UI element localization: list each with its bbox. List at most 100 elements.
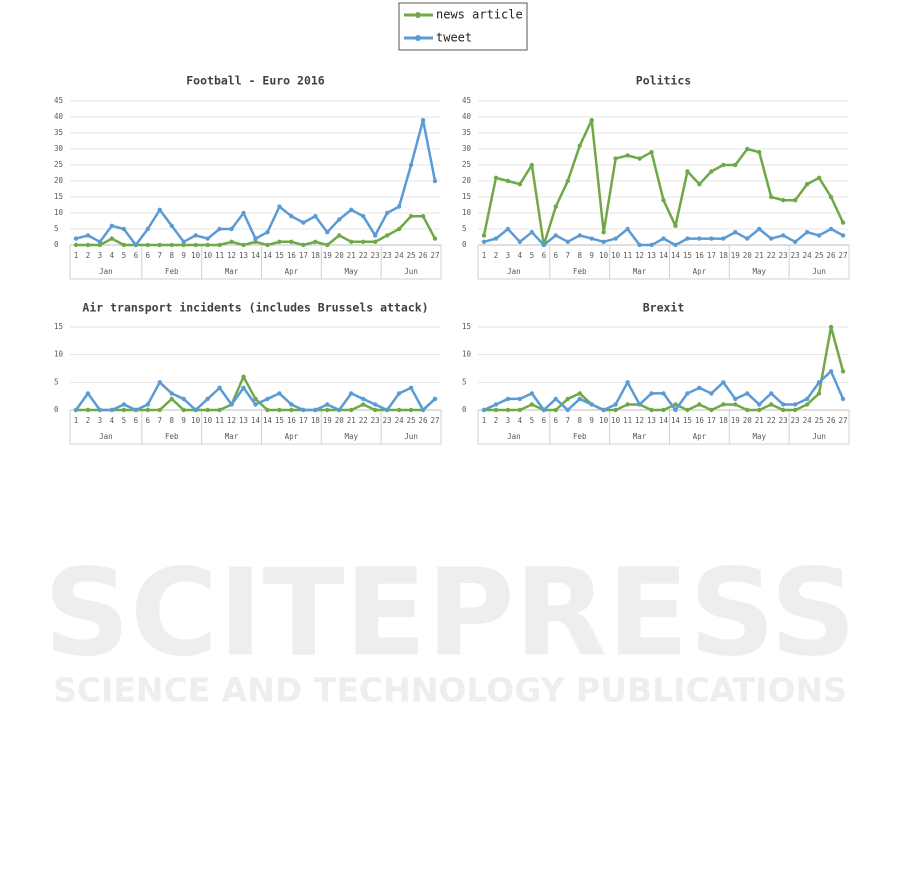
y-tick-label: 0 xyxy=(462,240,467,249)
data-point xyxy=(481,239,487,244)
x-tick-label: 9 xyxy=(181,251,186,260)
data-point xyxy=(697,402,702,407)
data-point xyxy=(277,407,282,413)
data-point xyxy=(408,162,414,168)
data-point xyxy=(517,396,523,402)
data-point xyxy=(828,194,834,200)
data-point xyxy=(253,239,258,244)
data-point xyxy=(337,407,342,413)
data-point xyxy=(372,407,378,413)
data-point xyxy=(193,407,198,413)
data-point xyxy=(649,407,654,413)
month-label: Jun xyxy=(404,432,418,441)
x-tick-label: 10 xyxy=(203,416,213,425)
x-tick-label: 10 xyxy=(611,416,621,425)
month-label: Feb xyxy=(165,432,179,441)
data-point xyxy=(780,407,786,413)
data-point xyxy=(372,402,378,407)
y-tick-label: 10 xyxy=(462,350,472,359)
data-point xyxy=(529,402,535,407)
data-point xyxy=(769,194,774,200)
data-point xyxy=(589,236,594,241)
data-point xyxy=(565,239,570,244)
x-tick-label: 17 xyxy=(299,416,308,425)
x-tick-label: 16 xyxy=(287,251,297,260)
month-label: Feb xyxy=(573,432,587,441)
data-point xyxy=(661,236,666,241)
data-point xyxy=(792,239,798,244)
x-tick-label: 24 xyxy=(803,251,813,260)
chart-title: Brexit xyxy=(643,301,685,315)
data-point xyxy=(505,396,511,402)
data-point xyxy=(361,239,366,244)
data-point xyxy=(301,242,306,248)
month-label: Mar xyxy=(633,432,647,441)
data-point xyxy=(301,407,306,413)
month-label: Jan xyxy=(507,432,521,441)
data-point xyxy=(157,242,162,248)
data-point xyxy=(697,182,702,187)
data-point xyxy=(541,407,547,413)
x-tick-label: 14 xyxy=(671,251,681,260)
x-tick-label: 9 xyxy=(589,251,594,260)
data-point xyxy=(553,407,558,413)
data-point xyxy=(253,396,258,402)
data-point xyxy=(840,233,846,238)
y-tick-label: 35 xyxy=(462,128,471,137)
x-tick-label: 16 xyxy=(287,416,297,425)
x-tick-label: 6 xyxy=(146,416,151,425)
x-tick-label: 25 xyxy=(815,416,824,425)
data-point xyxy=(85,233,91,238)
x-tick-label: 24 xyxy=(395,251,405,260)
data-point xyxy=(97,242,103,248)
data-point xyxy=(733,230,738,235)
data-point xyxy=(816,175,822,180)
data-point xyxy=(205,396,210,402)
legend-marker xyxy=(415,35,421,41)
x-tick-label: 20 xyxy=(335,416,345,425)
chart-title: Football - Euro 2016 xyxy=(186,74,325,88)
data-point xyxy=(313,407,318,413)
data-point xyxy=(816,391,822,396)
data-point xyxy=(241,242,246,248)
x-tick-label: 21 xyxy=(755,251,764,260)
x-tick-label: 15 xyxy=(275,251,284,260)
y-tick-label: 0 xyxy=(54,405,59,414)
x-tick-label: 15 xyxy=(683,416,692,425)
y-tick-label: 20 xyxy=(54,176,64,185)
data-point xyxy=(289,214,294,219)
y-tick-label: 45 xyxy=(462,96,471,105)
data-point xyxy=(697,236,702,241)
data-point xyxy=(613,236,618,241)
y-tick-label: 15 xyxy=(462,322,471,331)
data-point xyxy=(97,407,103,413)
y-tick-label: 0 xyxy=(462,405,467,414)
x-tick-label: 16 xyxy=(695,251,705,260)
x-tick-label: 22 xyxy=(767,251,776,260)
legend-box xyxy=(398,2,528,51)
x-tick-label: 10 xyxy=(599,251,609,260)
x-tick-label: 14 xyxy=(659,416,669,425)
legend-label: news article xyxy=(436,8,523,22)
data-point xyxy=(661,407,666,413)
data-point xyxy=(229,402,234,407)
data-point xyxy=(289,239,294,244)
data-point xyxy=(408,385,414,391)
data-point xyxy=(241,374,246,379)
data-point xyxy=(733,162,738,168)
x-tick-label: 11 xyxy=(215,251,224,260)
data-point xyxy=(757,150,762,155)
month-label: Mar xyxy=(225,267,239,276)
y-tick-label: 10 xyxy=(462,208,472,217)
month-label: Feb xyxy=(165,267,179,276)
data-point xyxy=(229,226,234,232)
x-tick-label: 4 xyxy=(110,251,115,260)
y-tick-label: 30 xyxy=(462,144,472,153)
month-label: Apr xyxy=(285,432,299,441)
data-point xyxy=(420,407,426,413)
data-point xyxy=(361,214,366,219)
data-point xyxy=(745,407,750,413)
data-point xyxy=(205,242,210,248)
month-label: May xyxy=(344,432,358,441)
data-point xyxy=(121,242,127,248)
